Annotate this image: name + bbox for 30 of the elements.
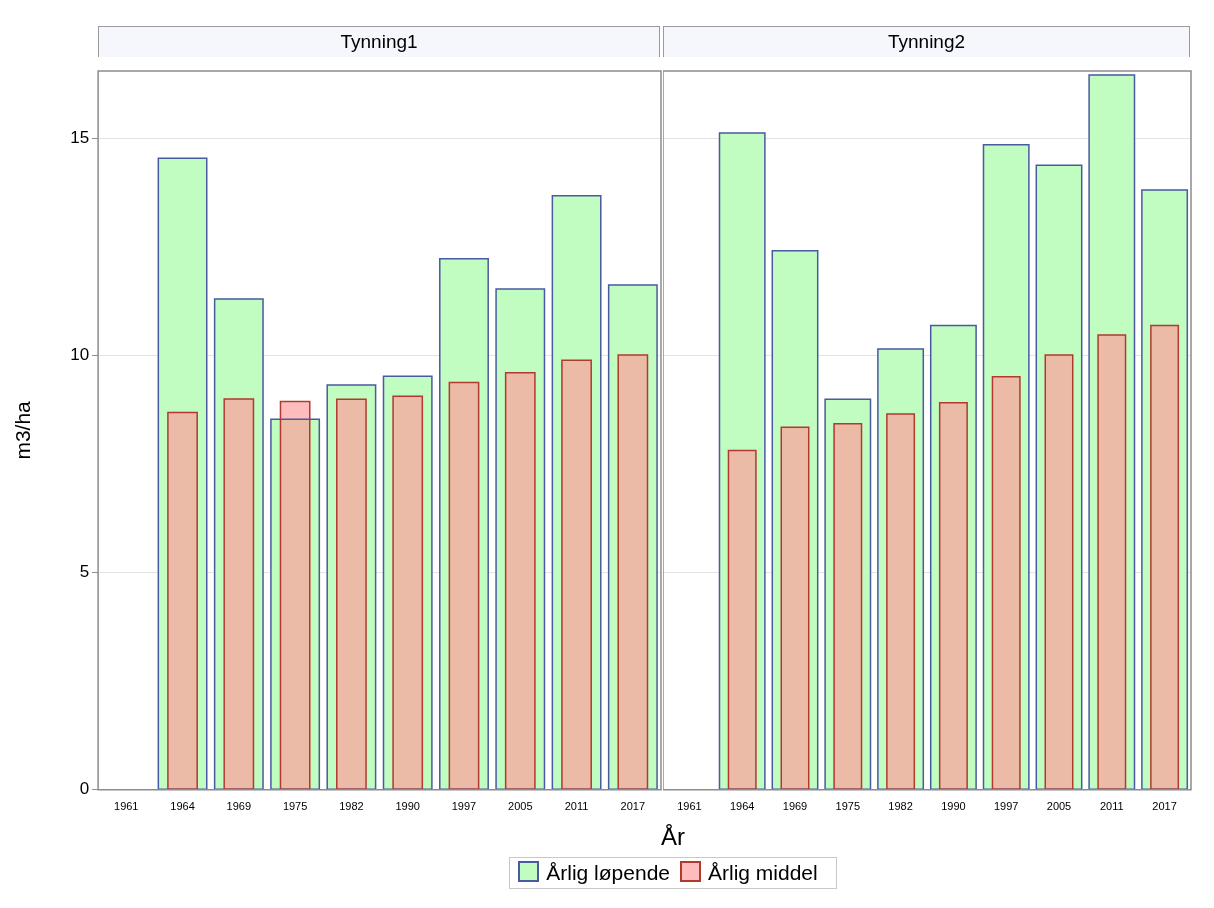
- y-tick-label: 10: [70, 345, 90, 365]
- x-tick-label: 1975: [282, 800, 308, 813]
- x-tick-label: 2005: [508, 800, 533, 813]
- x-tick-label: 2005: [1046, 800, 1072, 813]
- x-tick-label: 1997: [993, 800, 1019, 813]
- chart-title: Tynning1: [98, 26, 660, 57]
- y-tick-label: 15: [70, 128, 90, 148]
- x-tick-label: 1982: [888, 800, 913, 813]
- x-tick-label: 1969: [226, 800, 252, 813]
- x-axis-title: År: [660, 823, 686, 851]
- legend-label: Årlig løpende: [546, 861, 670, 884]
- x-tick-label: 1997: [451, 800, 477, 813]
- x-tick-label: 2017: [1152, 800, 1177, 813]
- x-tick-label: 1961: [114, 800, 139, 813]
- x-tick-label: 1964: [729, 800, 755, 813]
- x-tick-label: 1990: [395, 800, 420, 813]
- x-tick-label: 1982: [339, 800, 364, 813]
- x-tick-label: 1961: [677, 800, 702, 813]
- x-tick-label: 2017: [620, 800, 646, 813]
- y-tick-label: 5: [79, 562, 90, 582]
- legend-label: Årlig middel: [708, 861, 818, 884]
- x-tick-label: 1969: [782, 800, 808, 813]
- x-tick-label: 1990: [941, 800, 966, 813]
- x-tick-label: 2011: [1099, 800, 1124, 813]
- y-axis-title: m3/ha: [11, 400, 35, 460]
- x-tick-label: 1975: [835, 800, 861, 813]
- x-tick-label: 2011: [564, 800, 589, 813]
- y-tick-label: 0: [79, 779, 90, 799]
- chart-title: Tynning2: [663, 26, 1190, 57]
- x-tick-label: 1964: [170, 800, 195, 813]
